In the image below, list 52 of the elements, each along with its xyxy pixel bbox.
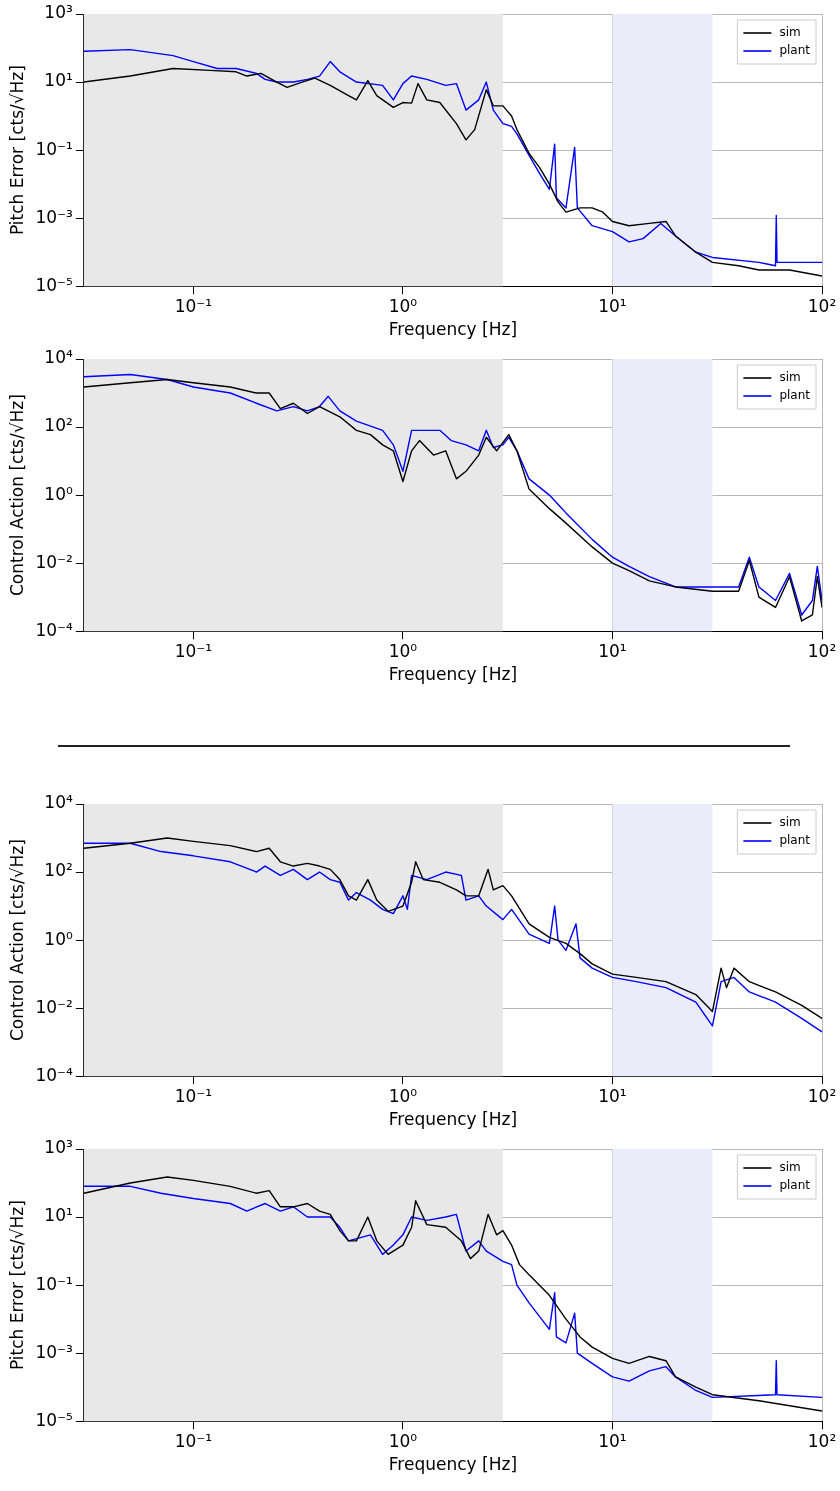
- y-tick-label: 10²: [44, 860, 73, 881]
- x-axis-title: Frequency [Hz]: [388, 1109, 518, 1130]
- x-axis-title: Frequency [Hz]: [388, 664, 518, 685]
- x-tick-label: 10⁰: [388, 640, 418, 661]
- x-tick-label: 10²: [807, 640, 837, 661]
- x-tick-label: 10¹: [598, 1430, 627, 1451]
- x-tick-label: 10⁰: [388, 295, 418, 316]
- x-tick-label: 10¹: [598, 1085, 627, 1106]
- legend-label: sim: [779, 370, 801, 385]
- y-tick-label: 10⁻¹: [35, 138, 73, 159]
- y-tick-label: 10⁻⁵: [35, 274, 73, 295]
- y-tick-label: 10⁻⁵: [35, 1409, 73, 1430]
- y-tick-label: 10⁰: [44, 483, 73, 504]
- y-tick-label: 10⁻⁴: [35, 619, 73, 640]
- legend-label: sim: [779, 1160, 801, 1175]
- legend-label: plant: [779, 1178, 811, 1193]
- y-tick-label: 10⁴: [44, 792, 73, 813]
- y-tick-label: 10⁻⁴: [35, 1064, 73, 1085]
- y-tick-label: 10³: [44, 1137, 73, 1158]
- y-tick-label: 10¹: [44, 70, 73, 91]
- x-tick-label: 10⁻¹: [174, 1430, 213, 1451]
- y-tick-label: 10⁻¹: [35, 1273, 73, 1294]
- x-axis-title: Frequency [Hz]: [388, 319, 518, 340]
- x-tick-label: 10¹: [598, 295, 627, 316]
- y-tick-label: 10⁻²: [35, 551, 73, 572]
- x-tick-label: 10⁻¹: [174, 1085, 213, 1106]
- y-tick-label: 10⁻³: [35, 206, 73, 227]
- y-tick-label: 10⁴: [44, 347, 73, 368]
- y-tick-label: 10⁻²: [35, 996, 73, 1017]
- y-axis-title: Pitch Error [cts/√Hz]: [6, 1200, 27, 1371]
- legend-label: sim: [779, 25, 801, 40]
- y-tick-label: 10²: [44, 415, 73, 436]
- legend-label: plant: [779, 833, 811, 848]
- y-axis-title: Control Action [cts/√Hz]: [6, 394, 27, 597]
- x-tick-label: 10⁻¹: [174, 640, 213, 661]
- legend-label: plant: [779, 43, 811, 58]
- y-tick-label: 10⁻³: [35, 1341, 73, 1362]
- y-axis-title: Pitch Error [cts/√Hz]: [6, 65, 27, 236]
- x-tick-label: 10⁻¹: [174, 295, 213, 316]
- y-tick-label: 10³: [44, 2, 73, 23]
- legend-label: sim: [779, 815, 801, 830]
- y-tick-label: 10⁰: [44, 928, 73, 949]
- x-tick-label: 10¹: [598, 640, 627, 661]
- x-tick-label: 10⁰: [388, 1430, 418, 1451]
- x-tick-label: 10²: [807, 295, 837, 316]
- x-tick-label: 10²: [807, 1430, 837, 1451]
- x-tick-label: 10²: [807, 1085, 837, 1106]
- y-tick-label: 10¹: [44, 1205, 73, 1226]
- x-tick-label: 10⁰: [388, 1085, 418, 1106]
- legend-label: plant: [779, 388, 811, 403]
- x-axis-title: Frequency [Hz]: [388, 1454, 518, 1475]
- y-axis-title: Control Action [cts/√Hz]: [6, 839, 27, 1042]
